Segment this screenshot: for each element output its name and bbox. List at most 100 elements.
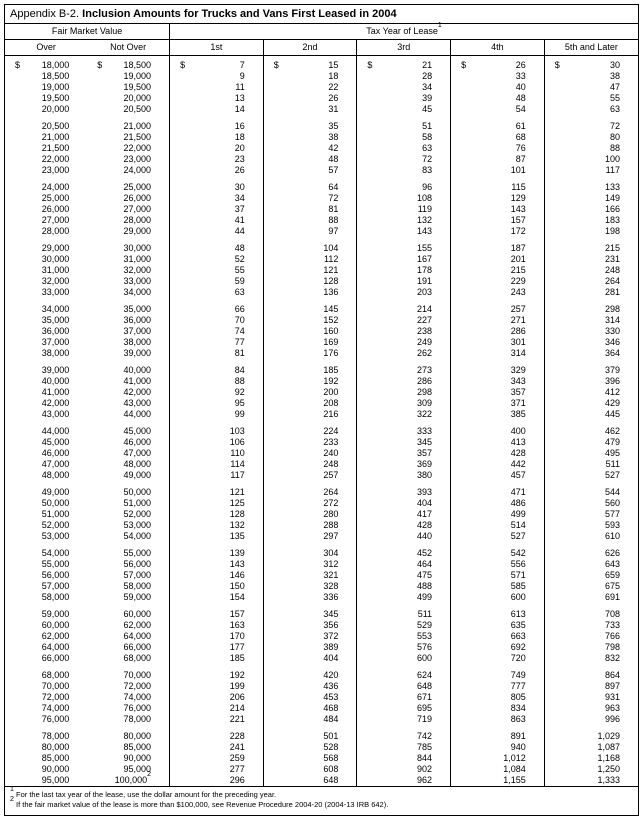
table-cell: 64 [263, 182, 357, 193]
table-cell: 413 [451, 437, 545, 448]
table-cell: 50,000 [87, 487, 169, 498]
table-cell: 30,000 [87, 243, 169, 254]
table-cell: 233 [263, 437, 357, 448]
table-cell: 42 [263, 143, 357, 154]
table-cell: 785 [357, 742, 451, 753]
appendix-title: Appendix B-2. Inclusion Amounts for Truc… [5, 5, 638, 24]
table-cell: 35,000 [87, 304, 169, 315]
footnote-2: 2 If the fair market value of the lease … [10, 800, 633, 810]
footnotes: 1 For the last tax year of the lease, us… [5, 786, 638, 815]
table-cell: 100 [544, 154, 638, 165]
table-cell: 44,000 [5, 426, 87, 437]
table-cell: 57,000 [87, 570, 169, 581]
table-cell: 88 [544, 143, 638, 154]
table-cell: 420 [263, 670, 357, 681]
table-cell: 453 [263, 692, 357, 703]
table-cell: 35 [263, 121, 357, 132]
table-cell: 132 [357, 215, 451, 226]
table-row: 49,00050,000121264393471544 [5, 487, 638, 498]
table-cell: 963 [544, 703, 638, 714]
table-cell: 38,000 [87, 337, 169, 348]
table-cell: 280 [263, 509, 357, 520]
table-row: 70,00072,000199436648777897 [5, 681, 638, 692]
table-cell: $26 [451, 56, 545, 72]
table-cell: 169 [263, 337, 357, 348]
table-cell: 262 [357, 348, 451, 359]
table-cell: 77 [170, 337, 264, 348]
table-cell: 54,000 [5, 548, 87, 559]
table-cell: 170 [170, 631, 264, 642]
table-cell: 185 [170, 653, 264, 664]
table-cell: 101 [451, 165, 545, 176]
table-row: 85,00090,0002595688441,0121,168 [5, 753, 638, 764]
table-cell: 55 [544, 93, 638, 104]
inclusion-table: Fair Market Value Tax Year of Lease1 Ove… [5, 24, 638, 786]
table-cell: 648 [263, 775, 357, 786]
table-row: 20,00020,5001431455463 [5, 104, 638, 115]
table-cell: 56,000 [87, 559, 169, 570]
table-cell: 40,000 [5, 376, 87, 387]
table-row: 25,00026,0003472108129149 [5, 193, 638, 204]
table-row: 39,00040,00084185273329379 [5, 365, 638, 376]
table-cell: 72 [544, 121, 638, 132]
table-cell: 85,000 [87, 742, 169, 753]
table-cell: 834 [451, 703, 545, 714]
table-cell: 139 [170, 548, 264, 559]
table-cell: 229 [451, 276, 545, 287]
table-cell: 208 [263, 398, 357, 409]
table-cell: 39 [357, 93, 451, 104]
table-cell: 55 [170, 265, 264, 276]
table-cell: 471 [451, 487, 545, 498]
table-cell: 78,000 [87, 714, 169, 725]
table-cell: 200 [263, 387, 357, 398]
table-cell: 428 [451, 448, 545, 459]
table-cell: 356 [263, 620, 357, 631]
table-cell: 11 [170, 82, 264, 93]
header-fmv: Fair Market Value [5, 24, 170, 40]
table-cell: 66,000 [5, 653, 87, 664]
table-cell: 514 [451, 520, 545, 531]
table-cell: 44 [170, 226, 264, 237]
table-row: 72,00074,000206453671805931 [5, 692, 638, 703]
table-cell: 38 [544, 71, 638, 82]
table-cell: 691 [544, 592, 638, 603]
table-cell: 63 [544, 104, 638, 115]
table-cell: 41,000 [87, 376, 169, 387]
table-cell: 201 [451, 254, 545, 265]
table-row: 53,00054,000135297440527610 [5, 531, 638, 542]
table-cell: 21,000 [87, 121, 169, 132]
table-cell: 34,000 [5, 304, 87, 315]
table-cell: 23,000 [87, 154, 169, 165]
table-cell: 128 [170, 509, 264, 520]
table-cell: 296 [170, 775, 264, 786]
table-cell: 47,000 [5, 459, 87, 470]
table-cell: 74,000 [5, 703, 87, 714]
table-cell: 962 [357, 775, 451, 786]
table-cell: 206 [170, 692, 264, 703]
table-cell: 57,000 [5, 581, 87, 592]
footnote-1: 1 For the last tax year of the lease, us… [10, 790, 633, 800]
table-cell: 343 [451, 376, 545, 387]
table-cell: 152 [263, 315, 357, 326]
table-cell: 277 [170, 764, 264, 775]
table-cell: 1,155 [451, 775, 545, 786]
table-cell: 51 [357, 121, 451, 132]
table-cell: 624 [357, 670, 451, 681]
table-cell: 66 [170, 304, 264, 315]
table-cell: 53,000 [5, 531, 87, 542]
table-cell: 404 [357, 498, 451, 509]
table-cell: 192 [170, 670, 264, 681]
table-cell: 121 [263, 265, 357, 276]
table-row: 46,00047,000110240357428495 [5, 448, 638, 459]
table-cell: 248 [263, 459, 357, 470]
table-cell: 18 [263, 71, 357, 82]
table-cell: 199 [170, 681, 264, 692]
table-cell: 48 [451, 93, 545, 104]
table-cell: 733 [544, 620, 638, 631]
appendix-container: Appendix B-2. Inclusion Amounts for Truc… [4, 4, 639, 816]
table-cell: 26 [263, 93, 357, 104]
table-row: 58,00059,000154336499600691 [5, 592, 638, 603]
table-cell: 528 [263, 742, 357, 753]
table-cell: 659 [544, 570, 638, 581]
header-tax-sup: 1 [438, 22, 442, 29]
